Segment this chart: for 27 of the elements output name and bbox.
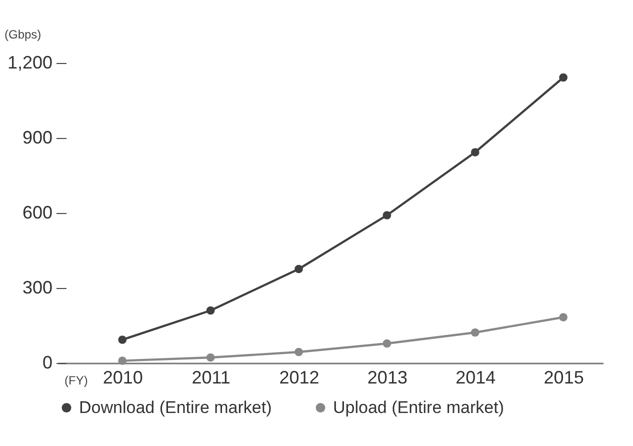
point — [559, 73, 568, 82]
y-tick-label: 0 — [42, 352, 52, 372]
point — [382, 211, 392, 220]
x-axis-title: (FY) — [64, 374, 88, 388]
point — [382, 339, 392, 348]
y-tick-label: 1,200 — [7, 52, 52, 72]
point — [206, 353, 215, 362]
x-tick-label: 2014 — [456, 368, 496, 388]
x-tick-label: 2010 — [102, 368, 143, 388]
x-tick-label: 2011 — [192, 368, 230, 388]
point — [470, 328, 480, 337]
y-axis-title: (Gbps) — [4, 28, 42, 42]
point — [294, 264, 303, 274]
x-tick-label: 2013 — [367, 368, 408, 388]
x-tick-label: 2012 — [279, 368, 320, 388]
y-tick-label: 900 — [22, 128, 52, 148]
y-tick-label: 600 — [22, 202, 52, 222]
point — [470, 148, 480, 156]
legend-label: Upload (Entire market) — [333, 398, 504, 417]
y-tick-label: 300 — [22, 278, 52, 298]
point — [559, 313, 568, 322]
point — [294, 348, 303, 356]
point — [118, 356, 127, 365]
point — [206, 306, 215, 315]
x-tick-label: 2015 — [544, 368, 584, 388]
legend-label: Download (Entire market) — [79, 398, 272, 417]
point — [118, 336, 127, 344]
